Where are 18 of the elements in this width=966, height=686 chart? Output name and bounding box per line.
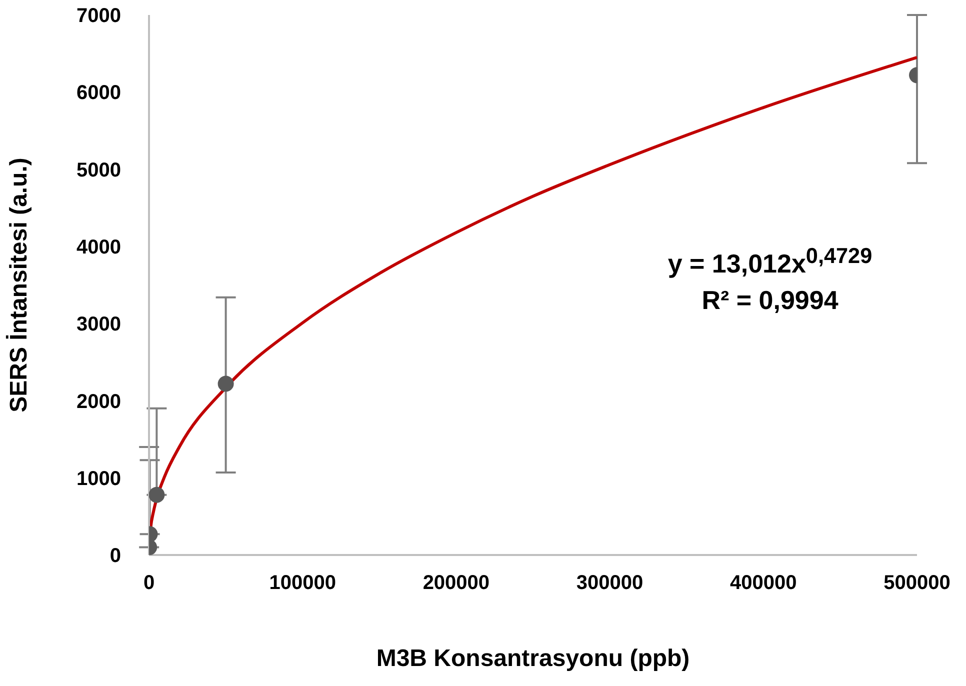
x-tick-label: 400000	[730, 572, 797, 594]
x-tick-label: 500000	[884, 572, 950, 594]
y-tick-label: 2000	[76, 390, 121, 413]
y-axis-title: SERS İntansitesi (a.u.)	[6, 158, 33, 412]
annotation: R² = 0,9994	[700, 284, 840, 317]
x-tick-label: 200000	[422, 572, 490, 594]
y-tick-label: 6000	[76, 82, 121, 104]
x-tick-label: 0	[143, 572, 155, 594]
y-tick-label: 4000	[76, 236, 121, 259]
y-tick-label: 1000	[76, 468, 121, 490]
y-tick-label: 3000	[76, 314, 121, 336]
x-axis-title: M3B Konsantrasyonu (ppb)	[376, 645, 690, 672]
y-tick-label: 0	[110, 545, 121, 568]
y-tick-label: 7000	[76, 5, 121, 28]
x-tick-label: 300000	[576, 572, 644, 594]
x-tick-label: 100000	[269, 572, 336, 594]
y-tick-label: 5000	[76, 159, 121, 182]
annotation: y = 13,012x$^{0,4729}$	[666, 242, 874, 281]
